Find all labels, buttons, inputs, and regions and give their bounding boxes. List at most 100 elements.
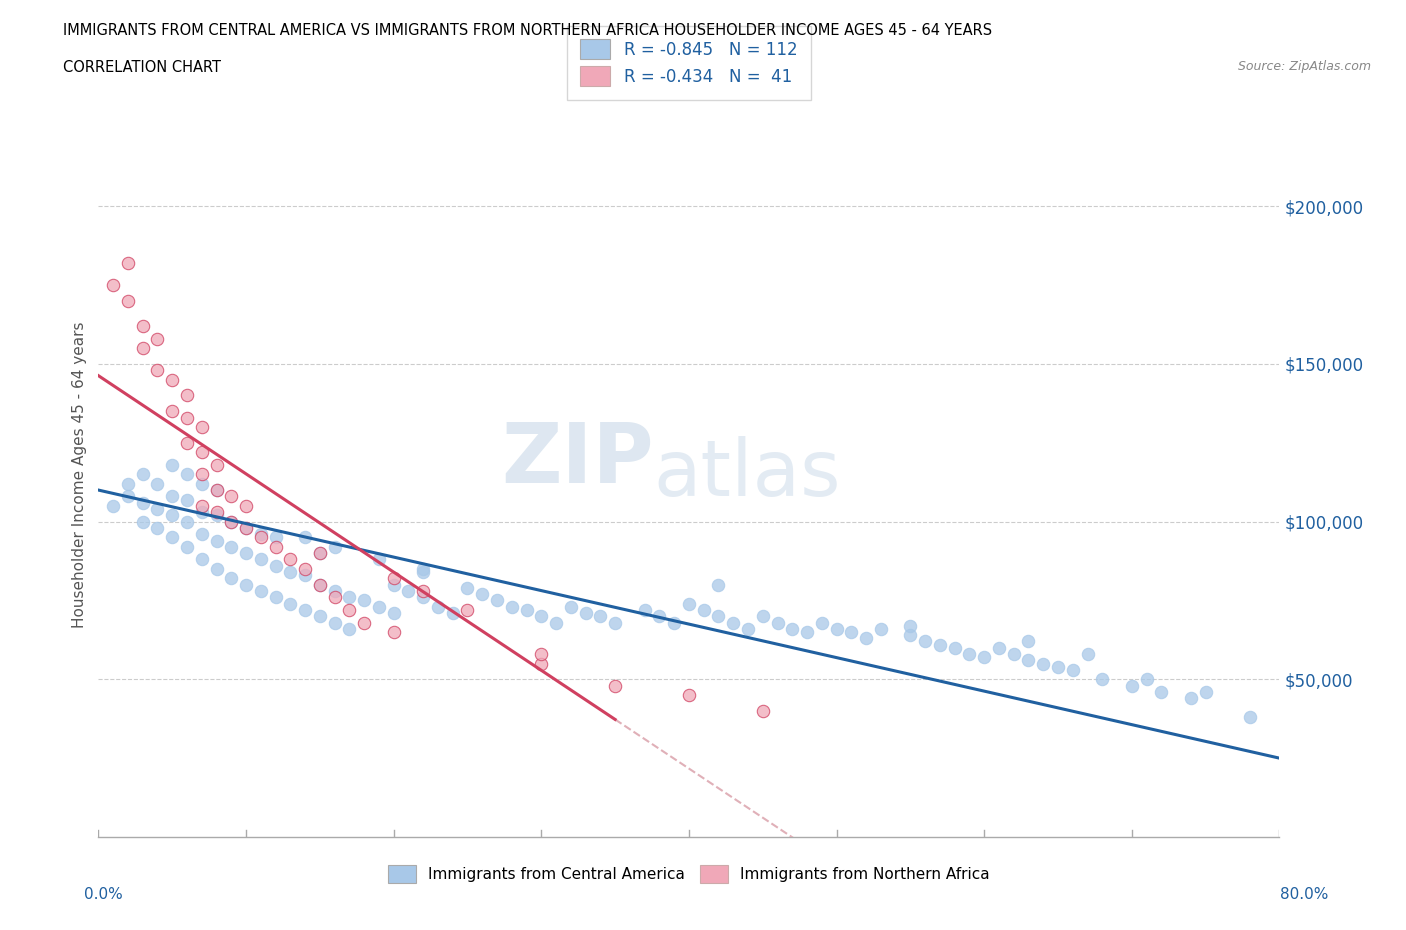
Point (294, 603, 316, 618)
Point (441, 605, 464, 620)
Point (221, 489, 243, 504)
Point (427, 599, 450, 614)
Point (176, 410, 198, 425)
Point (264, 590, 287, 604)
Point (605, 678, 627, 693)
Point (575, 605, 598, 620)
Point (162, 372, 183, 387)
Point (1091, 671, 1114, 686)
Point (191, 526, 214, 541)
Point (412, 583, 434, 598)
Point (1077, 646, 1099, 661)
Point (205, 458, 228, 472)
Point (1136, 671, 1159, 686)
Point (841, 625, 863, 640)
Point (117, 293, 139, 308)
Point (205, 483, 228, 498)
Point (782, 621, 804, 636)
Point (457, 580, 479, 595)
Point (870, 621, 893, 636)
Point (191, 505, 214, 520)
Point (560, 599, 582, 614)
Point (162, 508, 183, 523)
Point (973, 650, 995, 665)
Point (486, 593, 509, 608)
Point (176, 388, 198, 403)
Point (117, 256, 139, 271)
Point (221, 539, 243, 554)
Point (309, 578, 332, 592)
Point (988, 641, 1011, 656)
Point (132, 467, 155, 482)
Point (1180, 691, 1202, 706)
Point (530, 609, 553, 624)
Point (323, 590, 346, 604)
Text: atlas: atlas (654, 436, 841, 512)
Point (752, 703, 775, 718)
Point (382, 571, 405, 586)
Point (191, 467, 214, 482)
Point (634, 603, 657, 618)
Point (205, 533, 228, 548)
Point (294, 568, 316, 583)
Point (146, 331, 169, 346)
Point (339, 621, 361, 636)
Text: IMMIGRANTS FROM CENTRAL AMERICA VS IMMIGRANTS FROM NORTHERN AFRICA HOUSEHOLDER I: IMMIGRANTS FROM CENTRAL AMERICA VS IMMIG… (63, 23, 993, 38)
Point (146, 501, 169, 516)
Point (146, 521, 169, 536)
Point (176, 467, 198, 482)
Point (457, 603, 479, 618)
Point (280, 596, 302, 611)
Point (678, 596, 700, 611)
Point (146, 476, 169, 491)
Point (191, 552, 214, 567)
Point (752, 609, 775, 624)
Point (339, 590, 361, 604)
Point (707, 578, 730, 592)
Point (1018, 634, 1040, 649)
Point (323, 615, 346, 630)
Point (309, 609, 332, 624)
Point (323, 583, 346, 598)
Point (221, 571, 243, 586)
Point (309, 546, 332, 561)
Point (176, 492, 198, 507)
Point (530, 656, 553, 671)
Text: 0.0%: 0.0% (84, 887, 124, 902)
Point (678, 687, 700, 702)
Point (264, 558, 287, 573)
Point (1195, 684, 1218, 699)
Point (221, 514, 243, 529)
Point (132, 340, 155, 355)
Point (900, 628, 922, 643)
Point (501, 599, 523, 614)
Point (162, 530, 183, 545)
Point (664, 615, 686, 630)
Point (516, 603, 538, 618)
Point (191, 419, 214, 434)
Text: CORRELATION CHART: CORRELATION CHART (63, 60, 221, 75)
Point (546, 615, 568, 630)
Point (412, 565, 434, 579)
Point (382, 625, 405, 640)
Point (353, 593, 375, 608)
Point (309, 578, 332, 592)
Point (339, 603, 361, 618)
Point (191, 498, 214, 513)
Point (723, 615, 745, 630)
Point (530, 646, 553, 661)
Point (117, 476, 139, 491)
Point (1002, 646, 1025, 661)
Point (900, 618, 922, 633)
Point (235, 521, 257, 536)
Point (398, 583, 420, 598)
Point (1062, 662, 1084, 677)
Text: Source: ZipAtlas.com: Source: ZipAtlas.com (1237, 60, 1371, 73)
Point (264, 539, 287, 554)
Point (693, 603, 716, 618)
Point (914, 634, 936, 649)
Point (103, 498, 125, 513)
Point (855, 631, 877, 645)
Point (205, 505, 228, 520)
Point (117, 489, 139, 504)
